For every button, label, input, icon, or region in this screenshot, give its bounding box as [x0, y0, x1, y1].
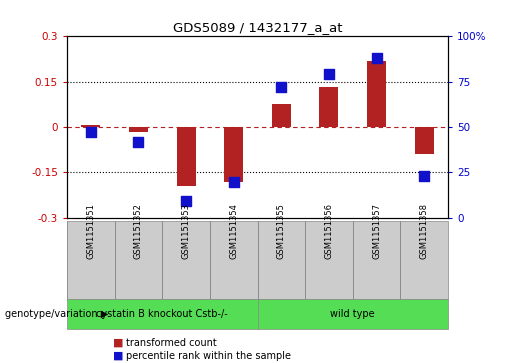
- Bar: [162, 221, 210, 299]
- Bar: [177, 127, 196, 186]
- Point: [325, 72, 333, 77]
- Bar: [129, 127, 148, 132]
- Bar: [258, 221, 305, 299]
- Point: [134, 139, 143, 144]
- Bar: [272, 105, 291, 127]
- Text: GSM1151355: GSM1151355: [277, 203, 286, 259]
- Bar: [67, 299, 258, 329]
- Text: GSM1151357: GSM1151357: [372, 203, 381, 259]
- Text: percentile rank within the sample: percentile rank within the sample: [126, 351, 291, 361]
- Bar: [210, 221, 258, 299]
- Bar: [224, 127, 243, 182]
- Bar: [81, 125, 100, 127]
- Text: GSM1151351: GSM1151351: [87, 203, 95, 259]
- Text: cystatin B knockout Cstb-/-: cystatin B knockout Cstb-/-: [96, 309, 228, 319]
- Bar: [258, 299, 448, 329]
- Point: [420, 173, 428, 179]
- Bar: [67, 221, 115, 299]
- Text: GSM1151352: GSM1151352: [134, 203, 143, 259]
- Bar: [319, 87, 338, 127]
- Bar: [114, 221, 162, 299]
- Point: [372, 55, 381, 61]
- Text: GSM1151358: GSM1151358: [420, 203, 428, 259]
- Text: ■: ■: [113, 338, 124, 348]
- Bar: [415, 127, 434, 154]
- Point: [87, 130, 95, 135]
- Point: [182, 199, 190, 204]
- Text: GSM1151356: GSM1151356: [324, 203, 333, 259]
- Title: GDS5089 / 1432177_a_at: GDS5089 / 1432177_a_at: [173, 21, 342, 34]
- Bar: [367, 61, 386, 127]
- Text: ■: ■: [113, 351, 124, 361]
- Text: genotype/variation ▶: genotype/variation ▶: [5, 309, 108, 319]
- Text: wild type: wild type: [331, 309, 375, 319]
- Point: [277, 84, 285, 90]
- Text: GSM1151353: GSM1151353: [182, 203, 191, 259]
- Point: [230, 179, 238, 184]
- Text: transformed count: transformed count: [126, 338, 217, 348]
- Bar: [305, 221, 353, 299]
- Bar: [401, 221, 448, 299]
- Text: GSM1151354: GSM1151354: [229, 203, 238, 259]
- Bar: [353, 221, 401, 299]
